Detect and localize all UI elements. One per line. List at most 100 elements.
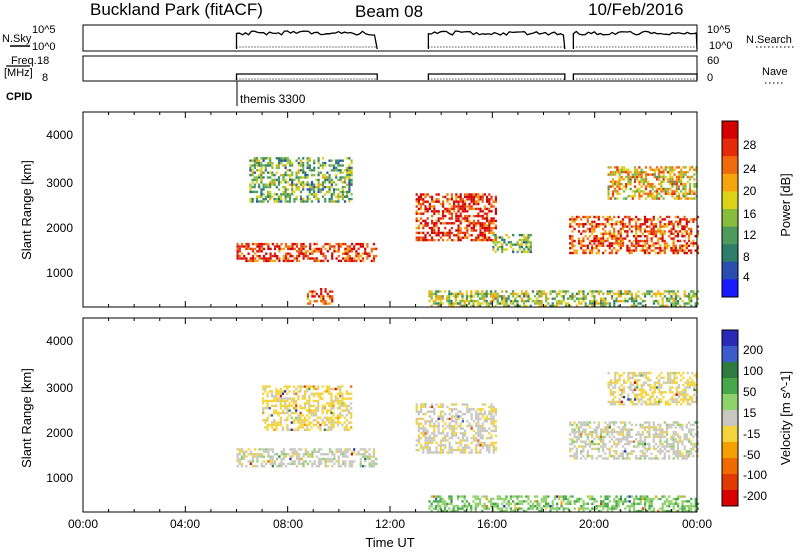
- echo-cell-5: [663, 232, 666, 235]
- echo-cell-2: [468, 410, 471, 413]
- echo-cell-1: [341, 188, 344, 191]
- echo-cell-2: [450, 403, 453, 406]
- echo-cell-7: [633, 302, 636, 305]
- echo-cell-7: [505, 297, 508, 300]
- echo-cell-5: [679, 220, 682, 223]
- echo-cell-4: [609, 388, 612, 392]
- echo-cell-7: [461, 299, 464, 303]
- echo-cell-1: [315, 195, 318, 198]
- echo-cell-3: [595, 430, 598, 434]
- echo-cell-3: [665, 445, 669, 448]
- echo-cell-0: [243, 257, 246, 260]
- echo-cell-7: [622, 299, 625, 303]
- echo-cell-3: [428, 207, 431, 211]
- echo-cell-1: [275, 178, 278, 182]
- echo-cell-7: [494, 292, 497, 296]
- echo-cell-6: [644, 180, 648, 183]
- echo-cell-3: [433, 212, 436, 215]
- echo-cell-1: [269, 159, 272, 162]
- echo-cell-4: [607, 383, 610, 387]
- echo-cell-3: [628, 421, 631, 424]
- echo-cell-0: [265, 450, 268, 453]
- echo-cell-0: [289, 252, 292, 255]
- echo-cell-5: [692, 220, 695, 223]
- echo-cell-1: [350, 181, 353, 184]
- echo-cell-6: [607, 195, 610, 198]
- echo-cell-6: [644, 171, 648, 174]
- echo-cell-1: [275, 157, 278, 160]
- echo-cell-0: [260, 242, 263, 246]
- echo-cell-5: [470, 505, 473, 508]
- echo-cell-3: [652, 423, 655, 427]
- echo-cell-2: [444, 446, 447, 449]
- echo-cell-1: [350, 397, 353, 400]
- echo-cell-1: [308, 402, 311, 405]
- echo-cell-3: [621, 433, 625, 436]
- echo-cell-3: [661, 435, 664, 439]
- echo-cell-3: [475, 238, 478, 242]
- echo-cell-7: [624, 299, 627, 303]
- echo-cell-1: [266, 423, 269, 427]
- echo-cell-5: [657, 239, 660, 243]
- echo-cell-5: [670, 249, 673, 252]
- echo-cell-3: [569, 450, 572, 453]
- echo-cell-5: [591, 223, 594, 226]
- echo-cell-3: [472, 226, 475, 230]
- echo-cell-5: [516, 507, 519, 510]
- echo-cell-1: [277, 161, 281, 165]
- echo-cell-3: [428, 205, 431, 208]
- echo-cell-5: [670, 230, 673, 233]
- echo-cell-3: [424, 219, 427, 223]
- echo-cell-7: [553, 297, 556, 300]
- echo-cell-0: [278, 247, 281, 251]
- echo-cell-3: [624, 426, 627, 429]
- echo-cell-5: [646, 218, 649, 221]
- echo-cell-1: [286, 157, 289, 160]
- echo-cell-3: [450, 212, 453, 215]
- echo-cell-5: [577, 225, 581, 228]
- echo-cell-3: [646, 430, 649, 434]
- echo-cell-2: [472, 429, 475, 433]
- echo-cell-4: [664, 381, 667, 384]
- echo-cell-1: [341, 395, 344, 398]
- echo-cell-7: [540, 290, 543, 293]
- echo-cell-6: [671, 175, 674, 179]
- echo-cell-6: [660, 171, 663, 174]
- echo-cell-5: [441, 500, 444, 503]
- echo-cell-1: [260, 193, 263, 196]
- echo-cell-5: [606, 495, 609, 498]
- echo-cell-4: [501, 248, 504, 251]
- echo-cell-2: [475, 436, 478, 440]
- echo-cell-4: [649, 395, 652, 399]
- echo-cell-2: [422, 403, 425, 406]
- echo-cell-4: [609, 400, 612, 404]
- echo-cell-3: [486, 238, 489, 242]
- echo-cell-1: [301, 421, 304, 424]
- echo-cell-5: [523, 500, 526, 503]
- echo-cell-3: [646, 435, 649, 439]
- echo-cell-3: [617, 438, 620, 441]
- echo-cell-6: [642, 192, 645, 195]
- echo-cell-0: [247, 460, 250, 463]
- echo-cell-7: [479, 304, 482, 308]
- echo-cell-4: [649, 383, 652, 387]
- echo-cell-1: [317, 416, 320, 419]
- echo-cell-0: [243, 245, 246, 248]
- echo-cell-3: [580, 426, 583, 429]
- echo-cell-4: [501, 245, 504, 249]
- echo-cell-1: [280, 181, 283, 184]
- echo-cell-5: [457, 507, 460, 510]
- echo-cell-0: [258, 250, 261, 253]
- echo-cell-7: [487, 304, 490, 308]
- echo-cell-5: [635, 230, 638, 233]
- echo-cell-6: [669, 192, 672, 195]
- echo-cell-7: [450, 302, 453, 305]
- echo-cell-3: [696, 430, 699, 434]
- echo-cell-7: [476, 295, 479, 298]
- power-cbar-tick-4: 4: [743, 270, 750, 284]
- echo-cell-1: [273, 404, 276, 407]
- echo-cell-1: [306, 423, 309, 427]
- echo-cell-4: [642, 381, 645, 384]
- echo-cell-2: [306, 302, 310, 305]
- echo-cell-3: [442, 210, 445, 213]
